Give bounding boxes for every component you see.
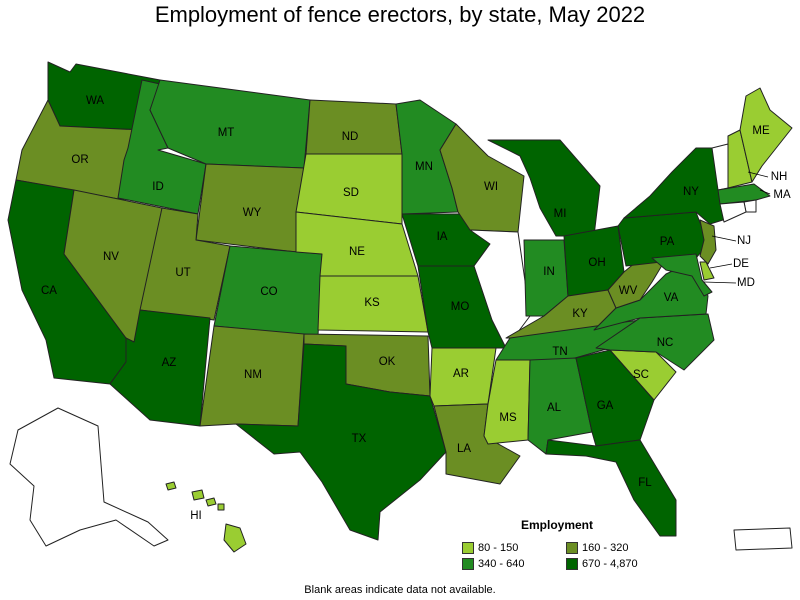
label-ND: ND (342, 131, 359, 143)
legend-label: 80 - 150 (478, 542, 519, 554)
label-VA: VA (664, 292, 679, 304)
label-MA: MA (773, 189, 791, 201)
label-SC: SC (633, 369, 649, 381)
label-WY: WY (243, 207, 262, 219)
state-MD[interactable] (651, 253, 713, 297)
state-DE[interactable] (699, 261, 715, 281)
legend-label: 340 - 640 (478, 558, 525, 570)
label-AZ: AZ (162, 357, 177, 369)
label-leader-lines (703, 171, 771, 284)
label-GA: GA (597, 400, 614, 412)
state-NJ[interactable] (699, 219, 717, 265)
state-AZ[interactable] (109, 309, 211, 427)
state-HI[interactable] (165, 481, 247, 553)
label-WV: WV (619, 285, 638, 297)
label-MI: MI (554, 208, 567, 220)
label-ME: ME (752, 125, 770, 137)
label-NC: NC (657, 337, 674, 349)
state-CT[interactable] (719, 201, 747, 223)
label-OK: OK (379, 356, 396, 368)
legend-swatch (566, 542, 578, 554)
label-NE: NE (349, 246, 365, 258)
label-MN: MN (415, 161, 433, 173)
label-NH: NH (771, 171, 788, 183)
label-AL: AL (547, 402, 562, 414)
state-MA[interactable] (717, 183, 771, 205)
label-OH: OH (588, 257, 605, 269)
state-TX[interactable] (235, 343, 447, 541)
label-MO: MO (451, 301, 470, 313)
legend-swatch (462, 558, 474, 570)
label-CO: CO (260, 286, 277, 298)
label-HI: HI (190, 510, 202, 522)
footnote: Blank areas indicate data not available. (304, 584, 496, 596)
label-FL: FL (638, 477, 652, 489)
label-NM: NM (244, 369, 262, 381)
state-IL[interactable] (469, 229, 531, 349)
label-ID: ID (152, 181, 164, 193)
state-FL[interactable] (545, 439, 677, 537)
state-ME[interactable] (739, 87, 793, 183)
label-NV: NV (103, 251, 119, 263)
state-AK[interactable] (9, 407, 169, 547)
legend-item-bin3: 670 - 4,870 (566, 558, 662, 570)
label-IA: IA (437, 231, 448, 243)
label-MD: MD (737, 277, 755, 289)
label-OR: OR (71, 154, 88, 166)
label-PA: PA (660, 236, 675, 248)
label-NJ: NJ (737, 235, 751, 247)
label-LA: LA (457, 443, 471, 455)
label-KY: KY (572, 308, 588, 320)
state-PR[interactable] (733, 527, 793, 551)
legend-item-bin0: 80 - 150 (462, 542, 566, 554)
label-SD: SD (343, 187, 359, 199)
state-MI[interactable] (487, 139, 601, 237)
label-MT: MT (218, 127, 235, 139)
legend-label: 670 - 4,870 (582, 558, 638, 570)
legend: Employment 80 - 150 160 - 320 340 - 640 … (462, 518, 662, 570)
label-WI: WI (484, 181, 498, 193)
legend-swatch (462, 542, 474, 554)
label-WA: WA (86, 95, 104, 107)
legend-title: Employment (521, 518, 594, 532)
label-IN: IN (543, 266, 555, 278)
label-AR: AR (453, 368, 469, 380)
label-TN: TN (552, 346, 567, 358)
legend-swatch (566, 558, 578, 570)
legend-item-bin2: 340 - 640 (462, 558, 566, 570)
label-MS: MS (499, 412, 517, 424)
map-title: Employment of fence erectors, by state, … (154, 2, 646, 27)
label-KS: KS (364, 297, 380, 309)
label-UT: UT (175, 267, 190, 279)
label-NY: NY (683, 186, 699, 198)
label-DE: DE (733, 258, 749, 270)
state-ND[interactable] (305, 99, 403, 155)
legend-item-bin1: 160 - 320 (566, 542, 662, 554)
label-CA: CA (41, 285, 57, 297)
legend-label: 160 - 320 (582, 542, 629, 554)
label-TX: TX (352, 433, 367, 445)
